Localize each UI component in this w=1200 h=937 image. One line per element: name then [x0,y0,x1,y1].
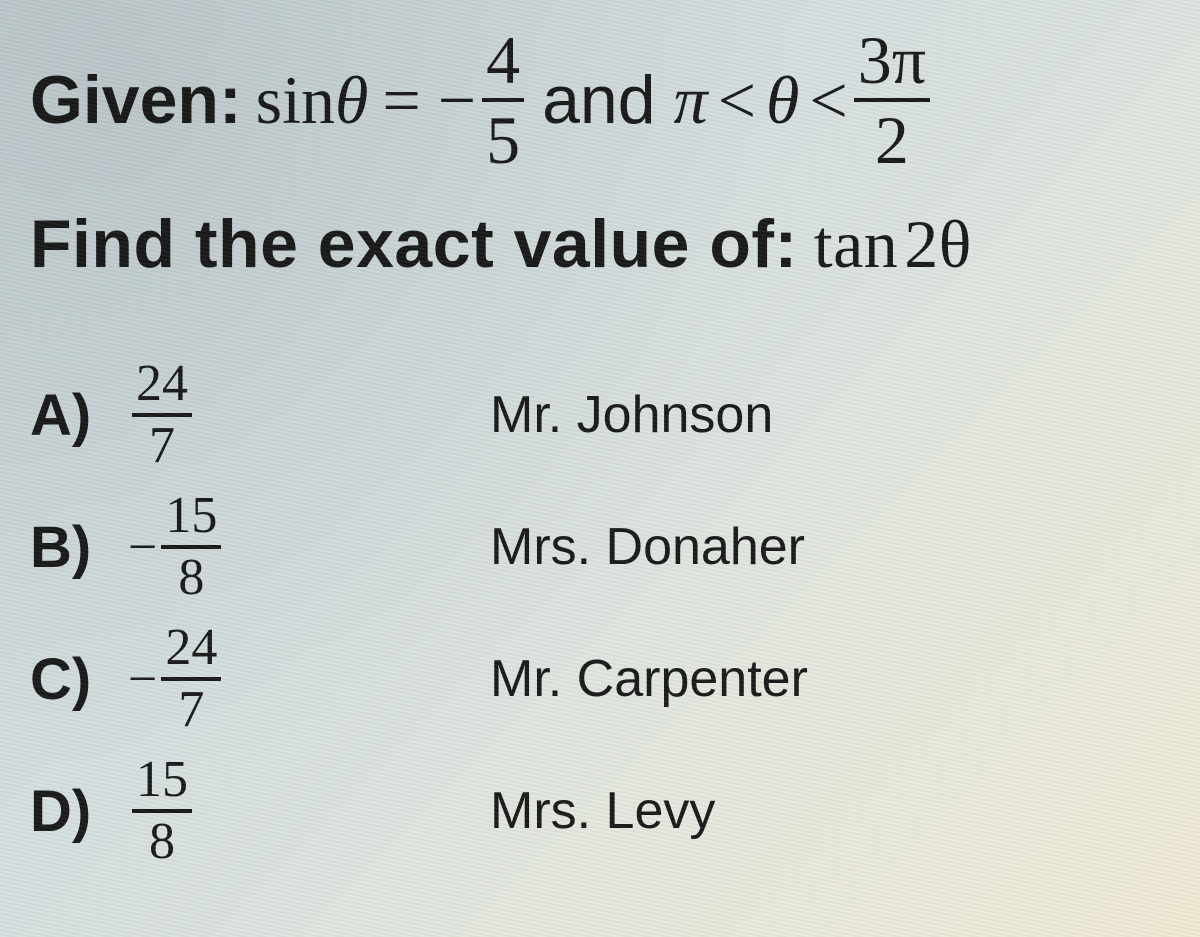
option-math-b: − 15 8 [128,490,221,604]
theta2: θ [766,66,799,134]
option-label-a: A) [30,382,110,449]
opt-b-num: 15 [161,490,221,542]
find-prefix: Find the exact value of: [30,210,798,278]
given-label: Given: [30,66,242,134]
frac-3pi-2: 3π 2 [854,26,930,174]
theta-var: θ [335,66,368,134]
equals-neg: = − [382,66,476,134]
option-label-d: D) [30,778,110,845]
option-label-c: C) [30,646,110,713]
option-sign-b: − [128,518,157,577]
opt-c-num: 24 [161,622,221,674]
person-d: Mrs. Levy [490,781,715,841]
frac2-num: 3π [854,26,930,94]
option-math-a: 24 7 [128,358,192,472]
frac1-den: 5 [482,106,524,174]
option-label-b: B) [30,514,110,581]
opt-b-den: 8 [174,552,208,604]
pi-symbol: π [674,66,708,134]
frac-4-5: 4 5 [482,26,524,174]
sin-text: sin [256,66,335,134]
given-line: Given: sin θ = − 4 5 and π < θ < 3π 2 [30,26,1170,174]
find-line: Find the exact value of: tan 2θ [30,210,1170,278]
frac1-num: 4 [482,26,524,94]
person-c: Mr. Carpenter [490,649,808,709]
option-sign-c: − [128,650,157,709]
option-math-c: − 24 7 [128,622,221,736]
option-math-d: 15 8 [128,754,192,868]
opt-a-den: 7 [145,420,179,472]
lt2: < [809,66,847,134]
opt-d-den: 8 [145,816,179,868]
tan-text: tan [814,210,899,278]
two-theta: 2θ [904,210,972,278]
opt-d-num: 15 [132,754,192,806]
lt1: < [718,66,756,134]
choice-row-b[interactable]: B) − 15 8 Mrs. Donaher [30,490,1170,604]
person-a: Mr. Johnson [490,385,773,445]
answer-choices: A) 24 7 Mr. Johnson B) − 15 8 [30,358,1170,868]
opt-c-den: 7 [174,684,208,736]
and-text: and [542,66,655,134]
opt-a-num: 24 [132,358,192,410]
choice-row-a[interactable]: A) 24 7 Mr. Johnson [30,358,1170,472]
choice-row-d[interactable]: D) 15 8 Mrs. Levy [30,754,1170,868]
frac2-den: 2 [871,106,913,174]
choice-row-c[interactable]: C) − 24 7 Mr. Carpenter [30,622,1170,736]
person-b: Mrs. Donaher [490,517,805,577]
